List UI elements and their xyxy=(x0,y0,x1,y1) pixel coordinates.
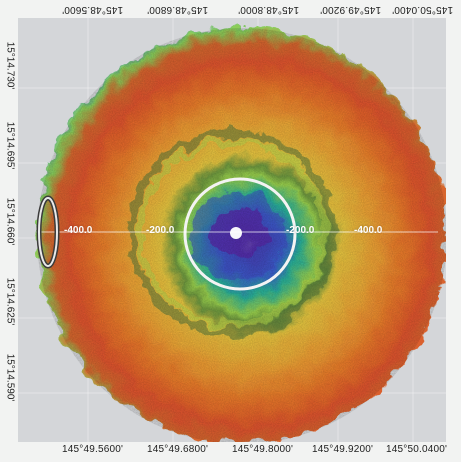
top-tick-label: 145°49.9200' xyxy=(320,4,382,15)
bottom-tick-label: 145°50.0400' xyxy=(386,444,448,455)
bathymetry-svg xyxy=(18,18,446,442)
top-tick-label: 145°48.6800' xyxy=(147,4,209,15)
left-ring-marker xyxy=(36,195,60,269)
center-circle xyxy=(183,177,297,291)
bottom-tick-label: 145°49.5600' xyxy=(62,444,124,455)
top-tick-label: 145°50.0400' xyxy=(392,4,454,15)
left-tick-label: 15°14.695' xyxy=(4,121,16,170)
left-tick-label: 15°14.660' xyxy=(4,197,16,246)
left-tick-label: 15°14.625' xyxy=(4,277,16,326)
top-tick-label: 145°48.5600' xyxy=(62,4,124,15)
central-peak xyxy=(230,227,242,239)
top-tick-label: 145°48.8000' xyxy=(238,4,300,15)
contour-label: -400.0 xyxy=(354,225,383,236)
bottom-tick-label: 145°49.9200' xyxy=(312,444,374,455)
bathymetry-map[interactable]: -400.0 -200.0 -200.0 -400.0 xyxy=(18,18,446,442)
left-tick-label: 15°14.590' xyxy=(4,353,16,402)
contour-label: -200.0 xyxy=(146,225,175,236)
contour-label: -200.0 xyxy=(286,225,315,236)
bottom-tick-label: 145°49.6800' xyxy=(147,444,209,455)
left-tick-label: 15°14.730' xyxy=(4,41,16,90)
bottom-tick-label: 145°49.8000' xyxy=(232,444,294,455)
contour-label: -400.0 xyxy=(64,225,93,236)
